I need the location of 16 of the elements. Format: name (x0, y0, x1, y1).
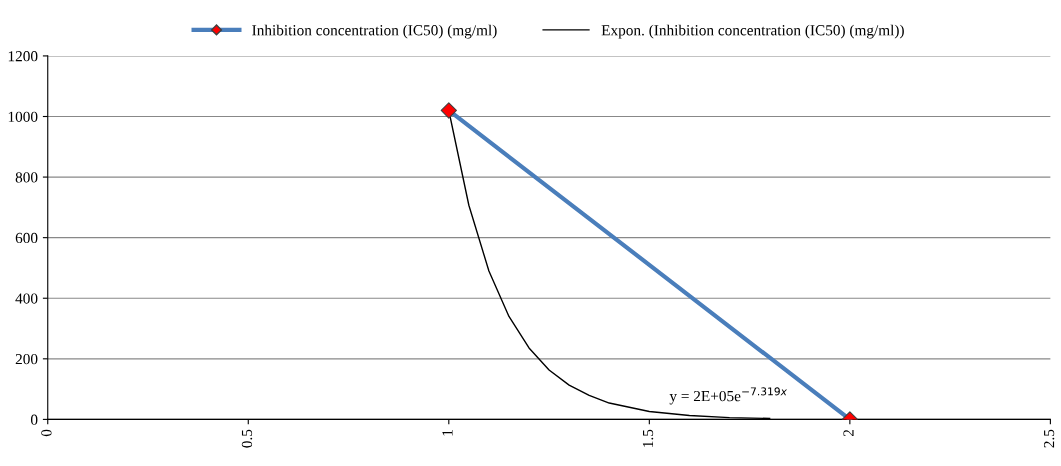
x-tick-label: 1.5 (642, 429, 654, 447)
x-tick-label: 2.5 (1043, 429, 1055, 448)
legend-label: Expon. (Inhibition concentration (IC50) (mg/ml)) (601, 24, 904, 39)
y-tick-label: 1200 (8, 51, 38, 62)
y-tick-label: 400 (15, 293, 38, 304)
y-tick-label: 1000 (8, 111, 38, 122)
annotation: y = 2E+05e$^{−7.319x}$ (669, 387, 788, 405)
y-tick-label: 800 (15, 172, 38, 183)
legend-label: Inhibition concentration (IC50) (mg/ml) (252, 24, 497, 39)
y-tick-label: 200 (15, 353, 38, 365)
y-tick-label: 600 (15, 232, 38, 244)
x-tick-label: 1 (442, 430, 453, 436)
x-tick-label: 2 (843, 429, 854, 437)
x-tick-label: 0 (41, 429, 52, 437)
x-tick-label: 0.5 (241, 429, 253, 448)
y-tick-label: 0 (30, 414, 38, 425)
